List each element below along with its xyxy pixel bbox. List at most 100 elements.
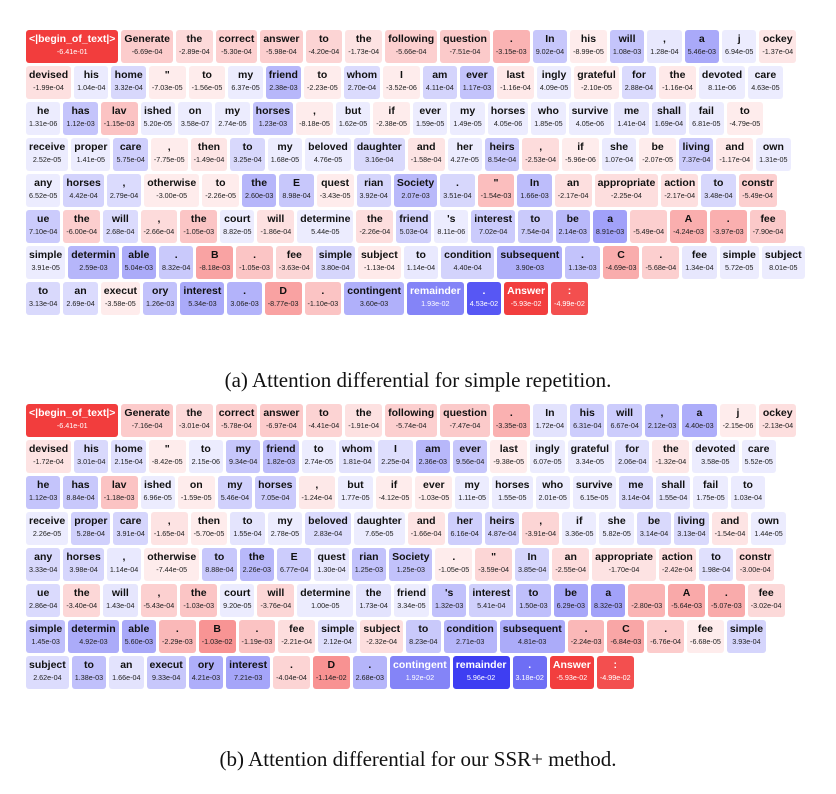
token-text: , (167, 515, 171, 527)
token-text: simple (722, 249, 756, 261)
token-value: 4.53e-02 (469, 299, 499, 308)
token-value: 3.34e-05 (575, 457, 604, 466)
token-value: 2.70e-04 (347, 83, 377, 92)
token-chip: he 1.12e-03 (26, 476, 61, 509)
token-value: -1.03e-02 (201, 637, 233, 646)
token-chip: will -3.76e-04 (257, 584, 295, 617)
token-chip: answer -5.98e-04 (260, 30, 303, 63)
token-chip: the 2.60e-03 (241, 174, 277, 207)
token-value: 6.29e-03 (556, 601, 586, 610)
token-value: -1.70e-04 (608, 565, 640, 574)
token-value: 4.63e-05 (751, 83, 780, 92)
token-text: D (327, 659, 336, 671)
token-chip: . -6.76e-04 (647, 620, 685, 653)
token-value: 8.11e-06 (708, 83, 736, 92)
token-value: -4.99e-02 (599, 673, 631, 682)
token-chip: if -5.96e-06 (562, 138, 599, 171)
token-text: interest (229, 659, 268, 671)
token-text: . (452, 551, 456, 563)
token-chip: In 9.02e-04 (532, 30, 568, 63)
token-value: 1.41e-05 (76, 155, 106, 164)
token-text: will (111, 587, 129, 599)
token-chip: me 1.41e-04 (614, 102, 649, 135)
token-chip: beloved 2.83e-04 (305, 512, 351, 545)
token-text: In (527, 551, 537, 563)
token-text: care (747, 443, 770, 455)
token-value: -2.17e-04 (664, 191, 696, 200)
token-text: D (279, 285, 287, 297)
token-chip: she 1.07e-04 (601, 138, 637, 171)
token-chip: In 1.66e-03 (517, 174, 552, 207)
token-value: 1.34e-04 (685, 263, 714, 272)
token-text: Generate (124, 33, 170, 45)
token-value: 1.13e-03 (568, 263, 597, 272)
token-text: , (660, 407, 664, 419)
token-value: -7.75e-05 (153, 155, 185, 164)
token-text: to (318, 407, 329, 419)
token-value: -3.59e-04 (478, 565, 509, 574)
token-value: 8.84e-04 (66, 493, 95, 502)
token-text: if (577, 141, 584, 153)
token-chip: heirs 4.87e-04 (484, 512, 520, 545)
token-value: -2.23e-05 (306, 83, 338, 92)
token-chip: I -3.52e-06 (383, 66, 420, 99)
token-text: execut (103, 285, 138, 297)
token-chip: survive 6.15e-05 (572, 476, 616, 509)
token-text: he (37, 479, 50, 491)
token-text: grateful (577, 69, 616, 81)
token-text: otherwise (147, 551, 197, 563)
token-chip: heirs 8.54e-04 (484, 138, 520, 171)
token-chip: , 1.28e-04 (647, 30, 682, 63)
token-value: 6.77e-04 (279, 565, 309, 574)
token-chip: D -8.77e-03 (264, 282, 302, 315)
token-value: 2.68e-03 (355, 673, 385, 682)
token-value: -6.41e-01 (56, 421, 88, 430)
token-text: to (242, 515, 253, 527)
token-value: -1.15e-03 (103, 119, 135, 128)
token-value: 6.07e-05 (533, 457, 562, 466)
token-text: he (37, 105, 50, 117)
token-value: 1.25e-03 (354, 565, 384, 574)
token-value: 4.81e-03 (518, 637, 547, 646)
token-value: -5.93e-02 (510, 299, 542, 308)
token-text: the (248, 551, 265, 563)
token-chip: subject 2.62e-04 (26, 656, 69, 689)
token-text: my (238, 69, 254, 81)
token-chip: has 8.84e-04 (63, 476, 98, 509)
token-chip: and -1.54e-04 (711, 512, 749, 545)
token-value: 4.21e-03 (191, 673, 221, 682)
token-chip: question -7.47e-04 (440, 404, 490, 437)
token-value: 1.55e-04 (233, 529, 262, 538)
token-value: -4.79e-05 (729, 119, 761, 128)
token-chip: " -3.59e-04 (475, 548, 512, 581)
token-value: 1.14e-04 (406, 263, 436, 272)
token-text: appropriate (597, 177, 656, 189)
token-text: survive (575, 479, 613, 491)
token-text: fee (760, 213, 776, 225)
token-value: 2.38e-03 (269, 83, 298, 92)
token-chip: B -1.03e-02 (198, 620, 236, 653)
token-chip: will 6.67e-04 (607, 404, 642, 437)
token-chip: if -2.38e-05 (373, 102, 411, 135)
token-text: care (754, 69, 777, 81)
token-chip: : -4.99e-02 (551, 282, 588, 315)
token-value: -5.70e-05 (193, 529, 225, 538)
token-text: . (528, 659, 532, 671)
token-chip: his -8.99e-05 (570, 30, 607, 63)
token-chip: condition 2.71e-03 (443, 620, 497, 653)
token-value: 3.91e-05 (31, 263, 60, 272)
token-chip: a 8.91e-03 (592, 210, 628, 243)
token-text: his (580, 33, 597, 45)
token-chip: determin 2.59e-03 (68, 246, 119, 279)
token-chip: quest -3.43e-05 (316, 174, 354, 207)
token-text: ockey (762, 33, 793, 45)
token-chip: contingent 3.60e-03 (344, 282, 404, 315)
token-text: determine (300, 213, 351, 225)
token-value: 6.67e-04 (610, 421, 639, 430)
token-value: -2.80e-03 (631, 601, 663, 610)
token-text: devised (29, 443, 69, 455)
token-text: quest (321, 177, 350, 189)
token-value: -3.91e-04 (525, 529, 557, 538)
token-value: 6.31e-04 (573, 421, 602, 430)
token-text: will (267, 213, 285, 225)
